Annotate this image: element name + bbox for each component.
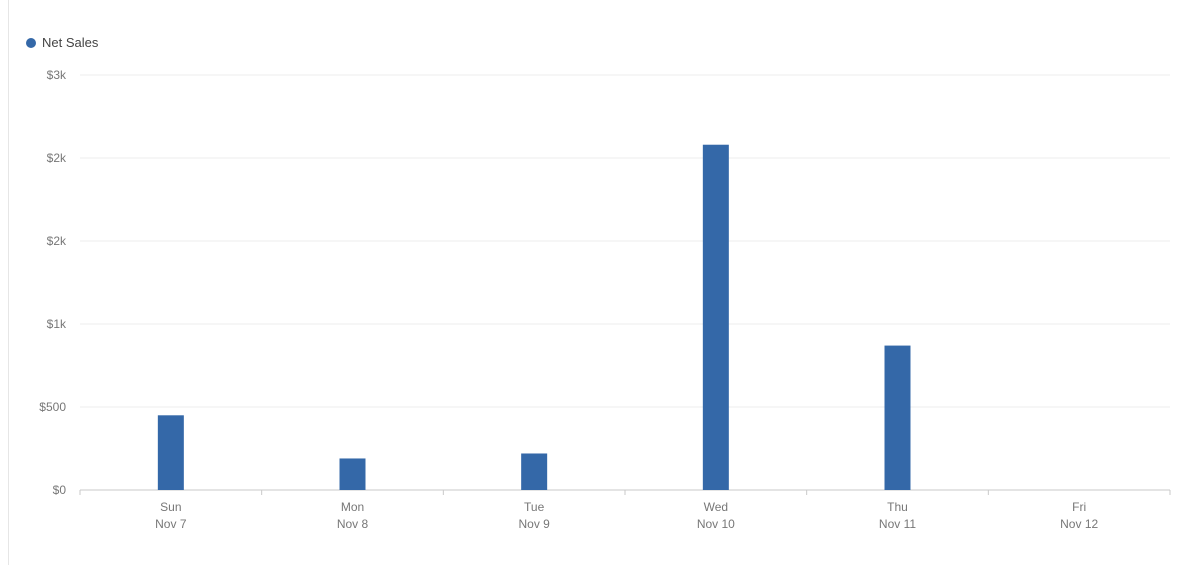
x-tick-label-date: Nov 10 [697, 517, 735, 531]
x-tick-label-day: Sun [160, 500, 181, 514]
x-tick-label-day: Wed [704, 500, 728, 514]
x-tick-label-day: Tue [524, 500, 545, 514]
x-tick-label-day: Fri [1072, 500, 1086, 514]
bar-mon [339, 458, 366, 490]
y-tick-label: $500 [39, 400, 66, 414]
x-tick-label-day: Mon [341, 500, 364, 514]
y-tick-label: $3k [47, 68, 67, 82]
legend-label-net-sales: Net Sales [42, 35, 99, 50]
x-tick-label-date: Nov 7 [155, 517, 187, 531]
y-tick-label: $0 [53, 483, 67, 497]
y-tick-label: $1k [47, 317, 67, 331]
bar-sun [157, 415, 184, 490]
bar-thu [884, 345, 911, 490]
x-tick-label-date: Nov 8 [337, 517, 369, 531]
bar-wed [702, 144, 729, 490]
x-tick-label-day: Thu [887, 500, 908, 514]
panel-left-border [8, 0, 9, 565]
bar-tue [521, 453, 548, 490]
x-tick-label-date: Nov 12 [1060, 517, 1098, 531]
y-tick-label: $2k [47, 234, 67, 248]
chart-legend: Net Sales [26, 35, 98, 50]
x-tick-label-date: Nov 11 [879, 517, 916, 531]
legend-marker-net-sales [26, 37, 36, 48]
y-tick-label: $2k [47, 151, 67, 165]
x-tick-label-date: Nov 9 [518, 517, 550, 531]
